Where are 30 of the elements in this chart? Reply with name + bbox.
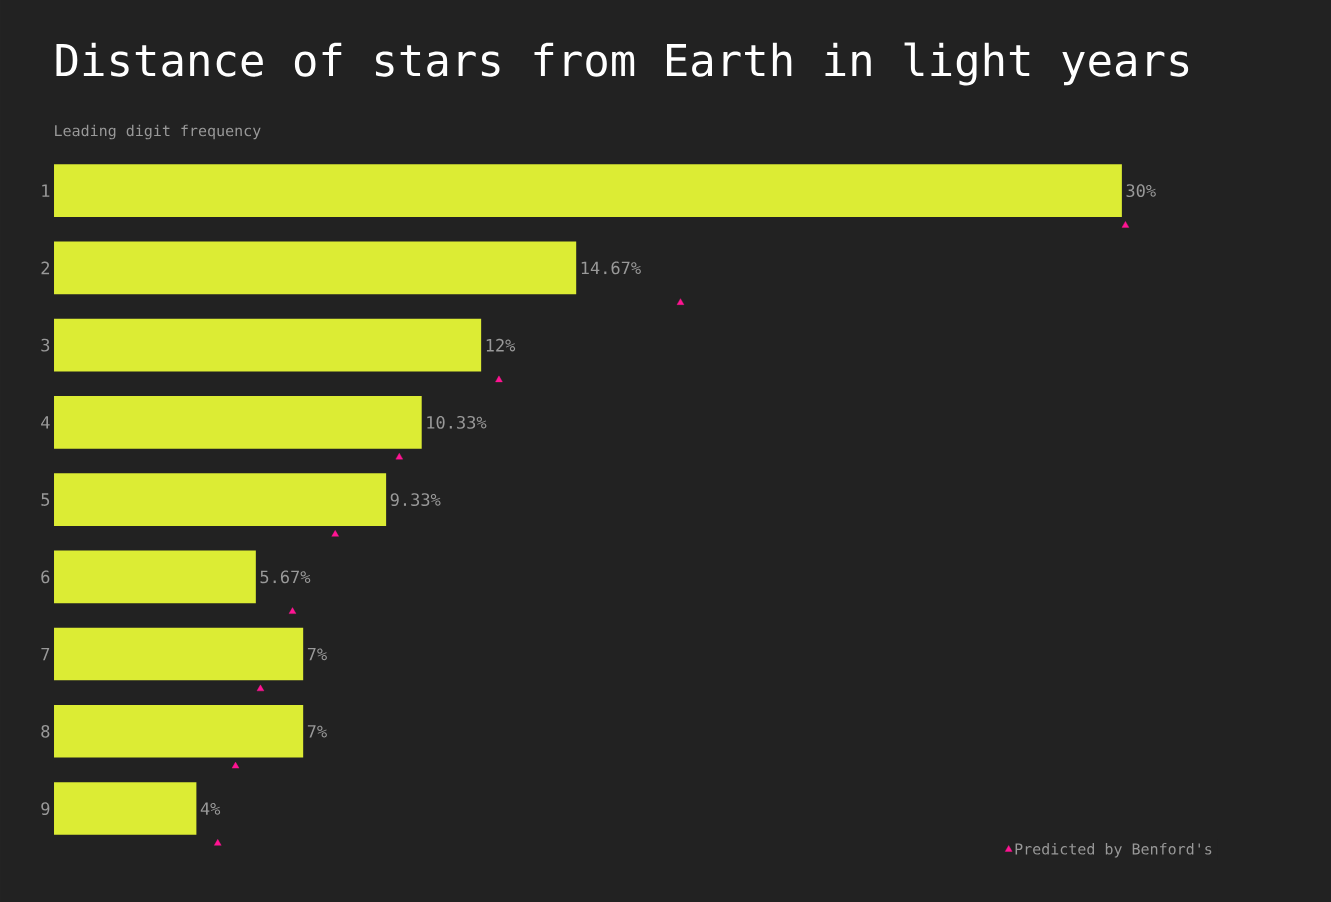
legend-label: Predicted by Benford's [1015, 843, 1212, 858]
data-label: 10.33% [427, 415, 487, 429]
y-tick-label: 1 [42, 184, 50, 197]
bar [54, 550, 256, 604]
y-tick-label: 3 [41, 338, 50, 352]
bar [54, 396, 422, 449]
data-label: 4% [200, 802, 221, 815]
bar [54, 164, 1122, 217]
y-tick-label: 4 [41, 416, 50, 429]
y-tick-label: 5 [41, 493, 50, 506]
data-label: 9.33% [390, 493, 441, 507]
bar [54, 241, 577, 295]
chart-title: Distance of stars from Earth in light years [56, 42, 1189, 86]
bar [54, 473, 387, 526]
bar [54, 318, 482, 372]
data-label: 30% [1126, 184, 1156, 198]
bar [54, 627, 304, 681]
y-tick-label: 9 [41, 802, 50, 816]
y-tick-label: 6 [41, 570, 50, 584]
bar [54, 705, 304, 758]
data-label: 5.67% [260, 570, 311, 584]
data-label: 7% [307, 647, 327, 661]
data-label: 14.67% [581, 261, 641, 275]
data-label: 7% [307, 725, 327, 738]
y-tick-label: 2 [41, 261, 50, 275]
bar [54, 782, 197, 835]
chart-subtitle: Leading digit frequency [55, 124, 261, 140]
data-label: 12% [486, 338, 516, 352]
y-tick-label: 7 [41, 647, 50, 661]
y-tick-label: 8 [41, 724, 50, 738]
